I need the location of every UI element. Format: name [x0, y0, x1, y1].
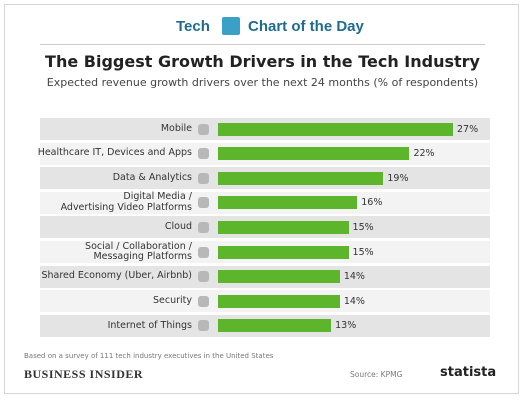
row-icon [198, 123, 209, 135]
row-icon [198, 172, 209, 184]
value-label: 15% [352, 246, 374, 258]
row-icon [198, 246, 209, 258]
category-label: Shared Economy (Uber, Airbnb) [41, 270, 192, 282]
category-label: Security [152, 294, 192, 306]
value-label: 14% [343, 295, 365, 307]
value-label: 22% [413, 148, 435, 160]
bar [218, 196, 358, 210]
bar [218, 220, 349, 234]
category-label: Internet of Things [107, 319, 192, 331]
value-label: 13% [335, 320, 357, 332]
logo: statista [440, 365, 497, 380]
row-icon [198, 271, 209, 283]
header-left: Tech [176, 18, 210, 35]
category-label: Data & Analytics [112, 171, 192, 183]
bar [218, 171, 384, 185]
bar [218, 319, 332, 333]
value-label: 14% [343, 271, 365, 283]
row-icon [198, 197, 209, 209]
divider [40, 44, 485, 45]
value-label: 27% [457, 123, 479, 135]
source: Source: KPMG [350, 370, 403, 379]
bar [218, 270, 340, 284]
header-icon [222, 17, 240, 35]
bar [218, 122, 453, 136]
bar [218, 147, 410, 161]
header-right: Chart of the Day [248, 18, 364, 35]
category-label: Healthcare IT, Devices and Apps [37, 147, 192, 159]
row-icon [198, 320, 209, 332]
category-label: Social / Collaboration / Messaging Platf… [85, 240, 192, 262]
bar [218, 245, 349, 259]
category-label: Mobile [160, 122, 192, 134]
row-icon [198, 295, 209, 307]
footnote: Based on a survey of 111 tech industry e… [24, 352, 274, 360]
brand: Business Insider [24, 367, 144, 381]
row-icon [198, 148, 209, 160]
bar [218, 294, 340, 308]
row-icon [198, 221, 209, 233]
value-label: 15% [352, 221, 374, 233]
value-label: 16% [361, 197, 383, 209]
chart-title: The Biggest Growth Drivers in the Tech I… [45, 52, 480, 71]
category-label: Cloud [164, 221, 192, 233]
value-label: 19% [387, 172, 409, 184]
category-label: Digital Media / Advertising Video Platfo… [60, 191, 192, 213]
chart-subtitle: Expected revenue growth drivers over the… [46, 76, 479, 89]
frame [4, 4, 519, 394]
